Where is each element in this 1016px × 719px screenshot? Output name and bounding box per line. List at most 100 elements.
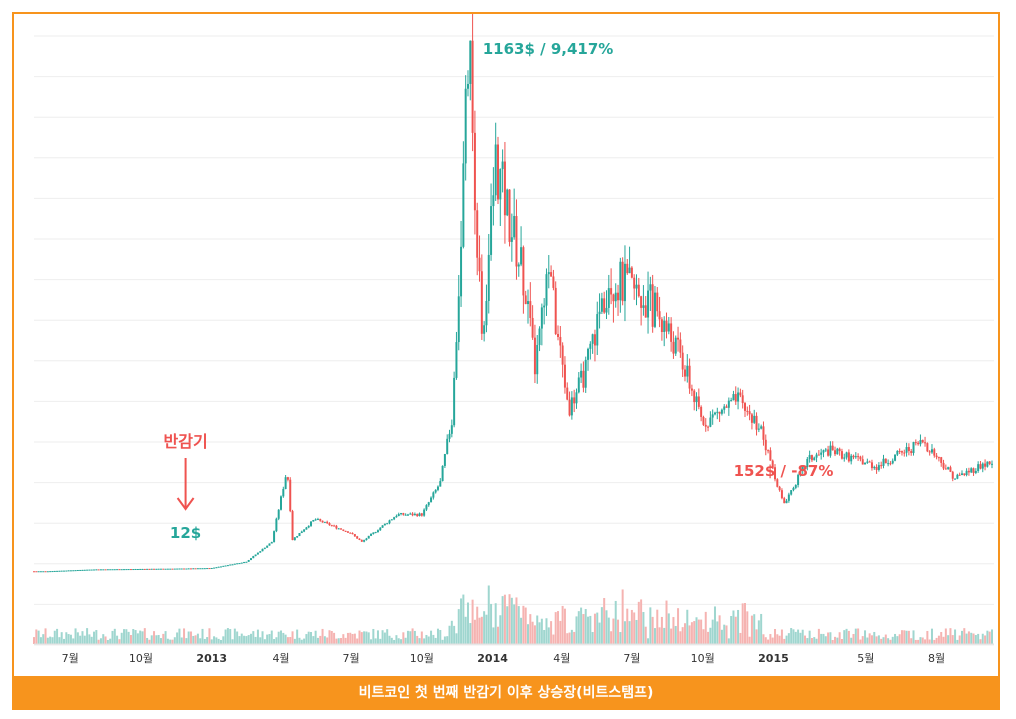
volume-bar — [356, 638, 359, 644]
candle-body — [383, 523, 386, 526]
volume-bar — [275, 637, 278, 644]
volume-bar — [340, 638, 343, 644]
volume-bar — [116, 635, 119, 644]
volume-bar — [584, 609, 587, 644]
candle-body — [799, 470, 802, 475]
volume-bar — [667, 613, 670, 644]
volume-bar — [933, 639, 936, 644]
volume-bar — [930, 628, 933, 644]
candle-body — [808, 455, 811, 459]
volume-bar — [753, 614, 756, 644]
volume-bar — [282, 632, 285, 644]
candle-body — [550, 272, 553, 277]
volume-bar — [46, 637, 49, 644]
candle-body — [46, 571, 49, 573]
volume-bar — [349, 632, 352, 644]
candle-body — [958, 474, 961, 476]
candle-body — [337, 528, 340, 530]
x-tick-label: 8월 — [928, 652, 945, 665]
candle-body — [743, 403, 746, 411]
candle-body — [476, 210, 479, 258]
volume-bar — [178, 628, 181, 644]
candle-body — [797, 474, 800, 486]
candle-body — [483, 325, 486, 334]
volume-bar — [660, 616, 663, 644]
candle-body — [554, 287, 557, 334]
volume-bar — [734, 616, 737, 644]
volume-bar — [224, 629, 227, 644]
candle-body — [233, 563, 236, 565]
candle-body — [984, 463, 987, 467]
candle-body — [836, 448, 839, 455]
volume-bar — [333, 632, 336, 644]
volume-bar — [834, 636, 837, 644]
volume-bar — [252, 631, 255, 644]
candle-body — [261, 548, 264, 552]
volume-bar — [718, 615, 721, 644]
candle-body — [406, 514, 409, 516]
volume-bar — [83, 635, 86, 644]
candle-body — [307, 525, 310, 528]
volume-bar — [201, 628, 204, 644]
volume-bar — [215, 637, 218, 644]
candle-body — [148, 568, 151, 570]
volume-bar — [905, 630, 908, 644]
volume-bar — [845, 628, 848, 644]
volume-bar — [462, 594, 465, 644]
volume-bar — [672, 617, 675, 644]
volume-bar — [293, 638, 296, 644]
candle-body — [464, 88, 467, 164]
volume-bar — [988, 631, 991, 644]
candle-body — [164, 568, 167, 570]
candle-body — [206, 568, 209, 570]
volume-bar — [630, 609, 633, 644]
volume-bar — [716, 621, 719, 644]
volume-bar — [176, 632, 179, 644]
volume-bar — [732, 610, 735, 644]
candle-body — [760, 426, 763, 429]
candle-body — [792, 487, 795, 491]
candle-body — [672, 341, 675, 354]
candle-body — [125, 569, 128, 571]
candle-body — [637, 284, 640, 297]
candle-body — [224, 565, 227, 567]
candle-body — [95, 569, 98, 571]
candle-body — [587, 348, 590, 360]
volume-bar — [342, 634, 345, 644]
volume-bar — [409, 631, 412, 644]
candle-body — [351, 533, 354, 535]
candle-body — [951, 471, 954, 479]
volume-bar — [367, 632, 370, 644]
volume-bar — [460, 598, 463, 644]
volume-bar — [575, 616, 578, 644]
candle-body — [679, 339, 682, 353]
volume-bar — [838, 632, 841, 644]
volume-bar — [217, 638, 220, 644]
candle-body — [208, 568, 211, 570]
candle-body — [453, 377, 456, 426]
candle-body — [245, 561, 248, 563]
volume-bar — [166, 638, 169, 644]
candle-body — [56, 570, 59, 572]
candle-body — [977, 464, 980, 471]
volume-bar — [508, 594, 511, 644]
volume-bar — [704, 611, 707, 644]
candle-body — [340, 528, 343, 530]
volume-bar — [593, 613, 596, 644]
volume-bar — [979, 639, 982, 644]
volume-bar — [697, 619, 700, 644]
candle-body — [540, 307, 543, 329]
candle-body — [928, 451, 931, 453]
candle-body — [473, 132, 476, 211]
volume-bar — [861, 636, 864, 644]
candle-body — [854, 456, 857, 458]
volume-bar — [291, 631, 294, 644]
candle-body — [709, 417, 712, 427]
volume-bar — [709, 627, 712, 644]
volume-bar — [300, 639, 303, 644]
volume-bar — [69, 634, 72, 644]
volume-bar — [956, 639, 959, 644]
volume-bar — [506, 606, 509, 644]
volume-bar — [60, 632, 63, 644]
volume-bar — [877, 635, 880, 644]
